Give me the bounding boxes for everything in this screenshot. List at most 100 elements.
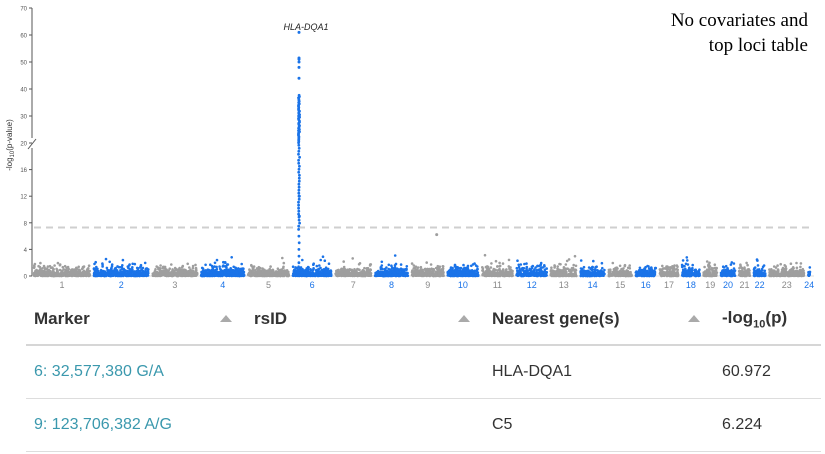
data-point [297,93,301,97]
data-point [298,221,301,225]
data-point [549,269,553,272]
data-point [36,273,39,277]
data-point [541,272,544,276]
data-point [301,271,304,274]
data-point [536,264,539,268]
data-point [297,143,301,147]
data-point [205,272,208,275]
data-point [615,266,619,270]
data-point [515,273,518,277]
data-point [221,265,225,268]
data-point [380,260,384,264]
data-point [297,191,301,195]
data-point [410,262,414,265]
data-point [297,209,301,213]
data-point [573,254,577,258]
data-point [139,266,142,269]
data-point [347,269,351,272]
data-point [228,274,231,277]
data-point [77,268,81,271]
data-point [321,255,325,258]
data-point [121,267,124,271]
data-point [301,258,304,262]
data-point [399,263,403,266]
data-point [87,264,91,268]
data-point [426,269,429,272]
data-point [249,271,252,275]
data-point [101,263,104,267]
chromosome-16-points [634,264,658,278]
chromosome-6-points [291,30,333,278]
data-point [564,263,568,266]
data-point [135,266,139,270]
data-point [281,273,284,277]
data-point [271,274,275,277]
data-point [131,271,135,274]
data-point [218,265,221,268]
data-point [178,266,181,270]
data-point [501,262,505,265]
data-point [481,272,485,276]
data-point [214,273,218,277]
data-point [230,269,233,273]
data-point [507,258,511,262]
data-point [525,270,528,274]
data-point [127,271,130,274]
data-point [501,268,505,271]
data-point [297,185,301,189]
data-point [379,268,383,271]
data-point [533,272,537,276]
data-point [344,274,348,278]
data-point [580,273,583,277]
data-point [318,273,321,277]
data-point [454,267,458,270]
data-point [516,259,519,263]
y-tick-label: 0 [24,275,28,281]
data-point [61,272,64,276]
data-point [369,274,373,277]
data-point [583,274,587,277]
data-point [470,264,473,268]
data-point [315,264,319,268]
data-point [123,269,126,272]
data-point [620,272,623,276]
data-point [544,274,548,277]
data-point [352,270,356,273]
data-point [553,264,556,267]
data-point [358,262,362,265]
data-point [519,263,523,266]
data-point [359,273,363,277]
data-point [590,266,593,270]
data-point [179,271,183,274]
data-point [404,271,407,275]
data-point [171,268,174,271]
data-point [195,268,198,272]
data-point [357,268,361,271]
data-point [594,266,597,269]
data-point [282,261,286,265]
data-point [507,265,511,268]
data-point [481,267,485,270]
data-point [355,269,358,273]
data-point [627,271,631,275]
data-point [592,273,596,277]
data-point [598,273,601,277]
data-point [491,271,495,275]
data-point [309,268,313,272]
data-point [298,194,301,198]
data-point [539,261,543,265]
data-point [131,262,134,266]
data-point [45,271,48,275]
data-point [486,268,490,272]
chromosome-13-points [549,254,578,278]
data-point [508,267,511,271]
data-point [242,273,245,277]
data-point [351,257,355,260]
data-point [287,274,290,278]
data-point [489,266,493,269]
data-point [105,272,109,276]
data-point [79,271,82,275]
data-point [297,248,301,251]
data-point [511,269,514,273]
data-point [538,269,542,273]
